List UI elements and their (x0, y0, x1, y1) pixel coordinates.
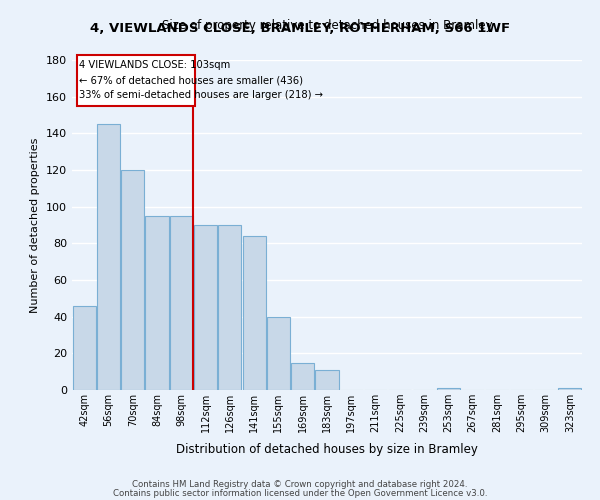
Bar (73, 306, 95, 390)
Title: Size of property relative to detached houses in Bramley: Size of property relative to detached ho… (161, 20, 493, 32)
Text: 4, VIEWLANDS CLOSE, BRAMLEY, ROTHERHAM, S66 1WF: 4, VIEWLANDS CLOSE, BRAMLEY, ROTHERHAM, … (90, 22, 510, 36)
Bar (145, 216, 169, 390)
Text: Contains HM Land Registry data © Crown copyright and database right 2024.: Contains HM Land Registry data © Crown c… (132, 480, 468, 489)
Bar (316, 370, 338, 390)
Y-axis label: Number of detached properties: Number of detached properties (31, 138, 40, 312)
Bar (121, 170, 144, 390)
Text: Contains public sector information licensed under the Open Government Licence v3: Contains public sector information licen… (113, 488, 487, 498)
Text: 33% of semi-detached houses are larger (218) →: 33% of semi-detached houses are larger (… (79, 90, 323, 100)
Bar (170, 216, 193, 390)
X-axis label: Distribution of detached houses by size in Bramley: Distribution of detached houses by size … (176, 444, 478, 456)
Bar (267, 316, 290, 390)
Bar (194, 225, 217, 390)
FancyBboxPatch shape (77, 54, 194, 106)
Bar (291, 362, 314, 390)
Text: 4 VIEWLANDS CLOSE: 103sqm: 4 VIEWLANDS CLOSE: 103sqm (79, 60, 230, 70)
Bar (559, 388, 581, 390)
Bar (218, 225, 241, 390)
Bar (97, 124, 120, 390)
Text: ← 67% of detached houses are smaller (436): ← 67% of detached houses are smaller (43… (79, 75, 303, 85)
Bar (437, 388, 460, 390)
Bar (242, 236, 266, 390)
